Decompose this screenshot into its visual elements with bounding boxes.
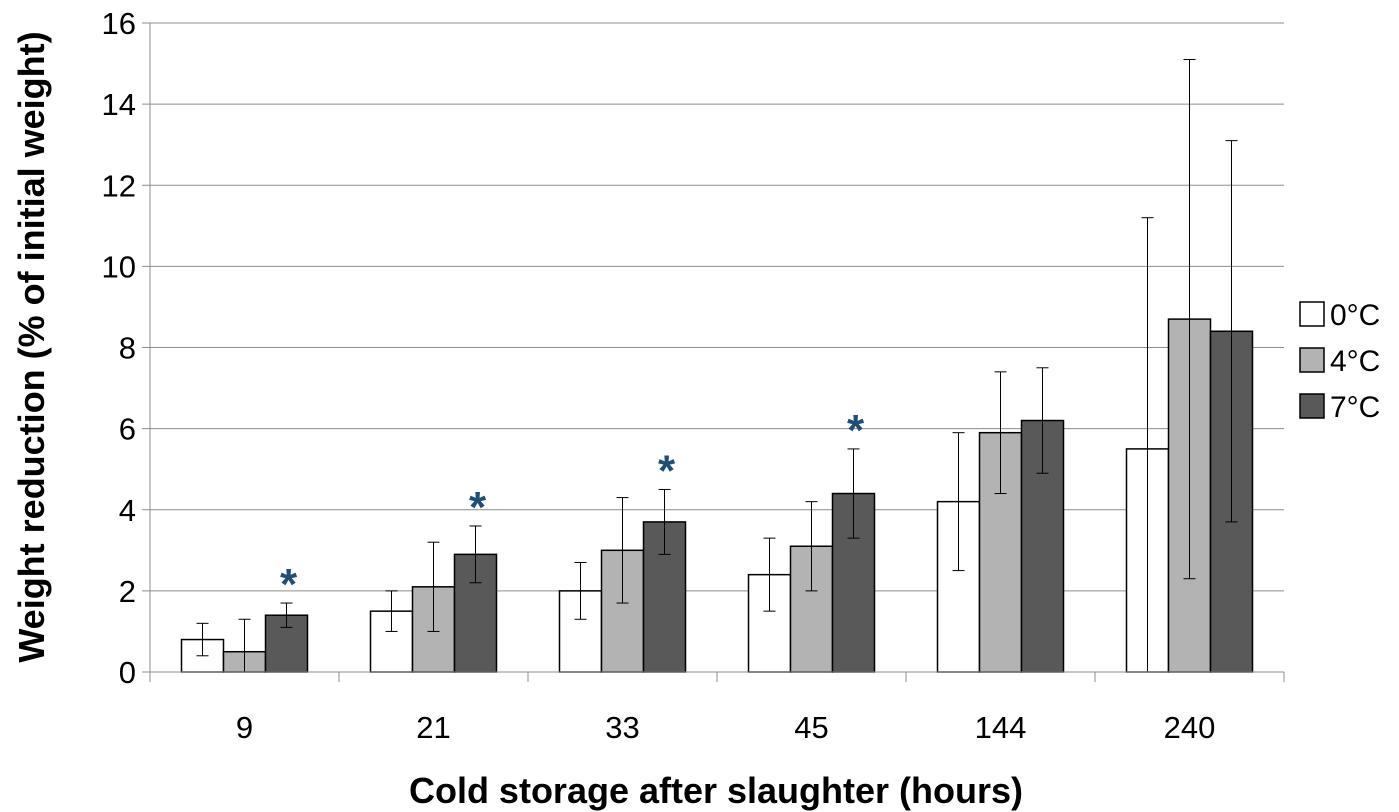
x-tick-label: 9 [236, 710, 253, 745]
gridlines [150, 22, 1284, 592]
legend-label: 0°C [1330, 299, 1380, 332]
y-tick-label: 12 [102, 168, 136, 203]
legend-swatch [1299, 393, 1325, 419]
x-axis-title: Cold storage after slaughter (hours) [409, 770, 1023, 811]
significance-asterisk: * [280, 560, 298, 609]
axes: 0 2 4 6 8 10 12 14 16 9 21 33 45 144 240 [102, 6, 1285, 745]
y-tick-label: 6 [119, 412, 136, 447]
x-tick-label: 240 [1164, 710, 1216, 745]
legend-label: 7°C [1330, 391, 1380, 424]
error-bars [196, 59, 1238, 673]
legend-label: 4°C [1330, 345, 1380, 378]
significance-annotations: * * * * [280, 406, 865, 609]
significance-asterisk: * [658, 446, 676, 495]
y-tick-label: 2 [119, 574, 136, 609]
y-tick-label: 0 [119, 655, 136, 690]
y-tick-label: 16 [102, 6, 136, 41]
legend-swatch [1299, 301, 1325, 327]
y-axis-title: Weight reduction (% of initial weight) [11, 31, 52, 662]
legend-swatch [1299, 347, 1325, 373]
significance-asterisk: * [469, 483, 487, 532]
significance-asterisk: * [847, 406, 865, 455]
y-tick-label: 14 [102, 87, 136, 122]
x-tick-label: 33 [605, 710, 639, 745]
y-tick-label: 4 [119, 493, 136, 528]
x-tick-label: 45 [794, 710, 828, 745]
x-tick-label: 144 [975, 710, 1027, 745]
legend: 0°C 4°C 7°C [1299, 299, 1380, 424]
x-tick-label: 21 [416, 710, 450, 745]
y-tick-label: 8 [119, 331, 136, 366]
bars [180, 318, 1254, 673]
y-tick-label: 10 [102, 249, 136, 284]
